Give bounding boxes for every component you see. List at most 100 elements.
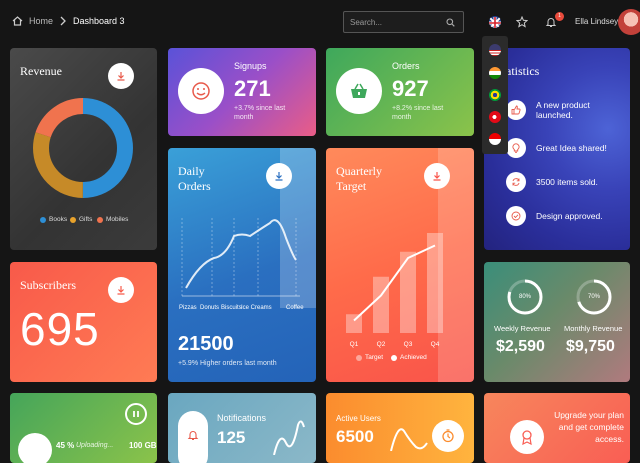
daily-orders-value: 21500 [178, 333, 234, 355]
card-title-line1: Quarterly [336, 164, 382, 178]
active-users-title: Active Users [336, 414, 381, 423]
card-title-line2: Target [336, 179, 367, 193]
lightbulb-icon [506, 138, 526, 158]
download-button[interactable] [108, 63, 134, 89]
achieved-line [353, 244, 436, 322]
x-label: Pizzas [179, 305, 197, 311]
legend-mobiles: Mobiles [97, 216, 128, 223]
notifications-sparkline [273, 420, 305, 455]
orders-sub: +8.2% since last month [392, 105, 444, 121]
monthly-value: $9,750 [566, 338, 615, 355]
refresh-icon [506, 172, 526, 192]
india-flag-icon[interactable] [489, 67, 501, 79]
card-title: Subscribers [20, 278, 76, 292]
quarterly-bar-chart: Q1 Q2 Q3 Q4 [346, 233, 443, 348]
signups-sub: +3.7% since last month [234, 105, 286, 121]
notification-badge: 1 [555, 12, 564, 21]
thumbs-up-icon [506, 100, 526, 120]
weekly-pct: 80% [518, 294, 531, 300]
top-bar: Home Dashboard 3 1 Ella Lindsey [0, 0, 640, 44]
upload-status: Uploading... [76, 442, 114, 449]
timer-icon [432, 420, 464, 452]
search-icon[interactable] [446, 18, 455, 27]
ring-progress [576, 279, 612, 315]
download-button[interactable] [266, 163, 292, 189]
x-tick-label: Q4 [431, 341, 440, 348]
stat-item: Design approved. [506, 206, 618, 226]
revenue-donut-chart [33, 98, 133, 198]
notifications-value: 125 [217, 428, 246, 447]
user-name[interactable]: Ella Lindsey [575, 17, 619, 26]
x-tick-label: Q3 [404, 341, 413, 348]
active-users-card: Active Users 6500 [326, 393, 474, 463]
highlight-column [438, 148, 474, 382]
download-icon [117, 286, 125, 295]
upgrade-card: Upgrade your plan and get complete acces… [484, 393, 630, 463]
target-bar [373, 276, 389, 333]
bell-icon-pill [178, 411, 208, 463]
notifications-card: Notifications 125 [168, 393, 316, 463]
x-tick-label: Q2 [377, 341, 386, 348]
award-icon [510, 420, 544, 454]
home-icon[interactable] [12, 16, 23, 26]
legend-target: Target [356, 354, 383, 361]
avatar[interactable] [618, 9, 640, 35]
active-users-sparkline [390, 428, 428, 451]
stat-item: 3500 items sold. [506, 172, 618, 192]
card-title-line2: Orders [178, 179, 211, 193]
star-icon[interactable] [516, 16, 528, 28]
smile-icon [178, 68, 224, 114]
pause-icon [133, 411, 139, 417]
breadcrumb: Home Dashboard 3 [12, 16, 125, 26]
bell-icon[interactable] [545, 16, 557, 28]
shopping-basket-icon [336, 68, 382, 114]
target-bar [400, 251, 416, 333]
monthly-pct: 70% [587, 294, 600, 300]
search-input[interactable] [350, 15, 446, 30]
us-flag-icon[interactable] [489, 44, 501, 56]
download-button[interactable] [424, 163, 450, 189]
x-label: Donuts [200, 305, 220, 311]
subscribers-value: 695 [20, 303, 100, 355]
breadcrumb-current: Dashboard 3 [73, 16, 125, 26]
weekly-value: $2,590 [496, 338, 545, 355]
daily-orders-line-chart [181, 218, 300, 298]
upload-size: 100 GB [129, 441, 157, 450]
pause-button[interactable] [125, 403, 147, 425]
signups-title: Signups [234, 61, 267, 71]
download-button[interactable] [108, 277, 134, 303]
daily-orders-sub: +5.9% Higher orders last month [178, 360, 277, 367]
legend-achieved: Achieved [391, 354, 427, 361]
download-icon [433, 172, 441, 181]
turkey-flag-icon[interactable] [489, 111, 501, 123]
revenue-card: Revenue Books Gifts Mobiles [10, 48, 157, 250]
notifications-title: Notifications [217, 413, 267, 423]
brazil-flag-icon[interactable] [489, 89, 501, 101]
chevron-right-icon [60, 16, 66, 26]
weekly-monthly-revenue-card: 80% 70% Weekly Revenue Monthly Revenue $… [484, 262, 630, 382]
x-label: Ice Creams [241, 305, 272, 311]
card-title: Revenue [20, 64, 62, 78]
bell-icon [187, 431, 199, 441]
daily-orders-card: Daily Orders Pizzas Donuts Biscuits Ice … [168, 148, 316, 382]
signups-card: Signups 271 +3.7% since last month [168, 48, 316, 136]
download-icon [117, 72, 125, 81]
x-tick-label: Q1 [350, 341, 359, 348]
legend-gifts: Gifts [70, 216, 92, 223]
stat-item: Great Idea shared! [506, 138, 618, 158]
indonesia-flag-icon[interactable] [489, 133, 501, 145]
quarterly-target-card: Quarterly Target Q1 Q2 Q3 Q4 Target Achieve… [326, 148, 474, 382]
orders-card: Orders 927 +8.2% since last month [326, 48, 474, 136]
target-bar [346, 314, 362, 333]
breadcrumb-home[interactable]: Home [29, 16, 54, 26]
target-bar [427, 233, 443, 333]
subscribers-card: Subscribers 695 [10, 262, 157, 382]
upgrade-text[interactable]: Upgrade your plan and get complete acces… [554, 410, 624, 444]
upload-percent: 45 % [56, 441, 75, 450]
orders-title: Orders [392, 61, 420, 71]
legend-books: Books [40, 216, 67, 223]
stat-item: A new product launched. [506, 100, 606, 120]
active-users-value: 6500 [336, 427, 374, 446]
language-dropdown [482, 36, 508, 154]
uk-flag-icon[interactable] [489, 16, 501, 28]
